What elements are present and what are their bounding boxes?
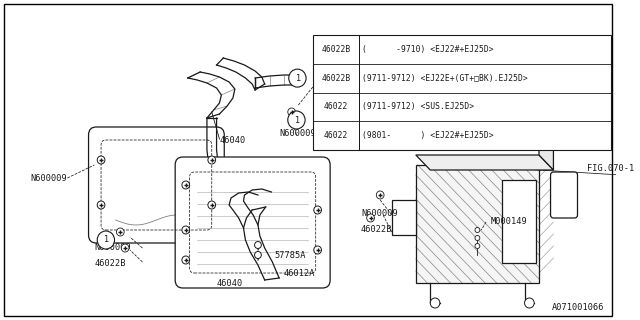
Text: 46022: 46022 <box>324 131 348 140</box>
Text: 46022B: 46022B <box>94 259 126 268</box>
Circle shape <box>367 214 374 222</box>
Circle shape <box>255 252 261 259</box>
Bar <box>416 165 539 283</box>
Bar <box>392 200 416 235</box>
Circle shape <box>376 191 384 199</box>
Text: 1: 1 <box>294 116 299 124</box>
Polygon shape <box>539 37 554 170</box>
Text: N600009: N600009 <box>31 173 68 182</box>
Circle shape <box>97 156 105 164</box>
Text: FIG.070-1: FIG.070-1 <box>587 164 634 172</box>
Circle shape <box>288 108 296 116</box>
Text: (      -9710) <EJ22#+EJ25D>: ( -9710) <EJ22#+EJ25D> <box>362 45 493 54</box>
Text: 46022B: 46022B <box>321 74 351 83</box>
Bar <box>313 35 611 150</box>
Text: A071001066: A071001066 <box>552 303 604 313</box>
Text: (9801-      ) <EJ22#+EJ25D>: (9801- ) <EJ22#+EJ25D> <box>362 131 493 140</box>
Circle shape <box>475 244 480 249</box>
Bar <box>502 180 536 263</box>
Text: N600009: N600009 <box>279 129 316 138</box>
Text: N600009: N600009 <box>94 244 131 252</box>
Text: 57785A: 57785A <box>275 252 306 260</box>
Circle shape <box>182 256 189 264</box>
Text: 46040: 46040 <box>220 135 246 145</box>
Circle shape <box>208 156 216 164</box>
Text: M000149: M000149 <box>491 218 527 227</box>
Circle shape <box>97 201 105 209</box>
Text: 1: 1 <box>103 236 109 244</box>
Circle shape <box>182 226 189 234</box>
Circle shape <box>208 201 216 209</box>
Circle shape <box>475 236 480 241</box>
Polygon shape <box>416 155 554 170</box>
Circle shape <box>97 231 115 249</box>
Circle shape <box>289 69 306 87</box>
Text: 46022B: 46022B <box>321 45 351 54</box>
Circle shape <box>116 228 124 236</box>
Text: (9711-9712) <SUS.EJ25D>: (9711-9712) <SUS.EJ25D> <box>362 102 474 111</box>
Circle shape <box>288 111 305 129</box>
Text: 46012A: 46012A <box>284 268 316 277</box>
Circle shape <box>121 244 129 252</box>
Text: 46022: 46022 <box>324 102 348 111</box>
Circle shape <box>475 228 480 233</box>
Circle shape <box>182 181 189 189</box>
Text: 46040: 46040 <box>216 278 243 287</box>
Circle shape <box>314 246 321 254</box>
Text: N600009: N600009 <box>361 209 397 218</box>
Text: (9711-9712) <EJ22E+(GT+□BK).EJ25D>: (9711-9712) <EJ22E+(GT+□BK).EJ25D> <box>362 74 527 83</box>
Circle shape <box>255 242 261 249</box>
FancyBboxPatch shape <box>175 157 330 288</box>
Circle shape <box>525 298 534 308</box>
Circle shape <box>314 206 321 214</box>
FancyBboxPatch shape <box>550 172 577 218</box>
Text: 46022B: 46022B <box>361 226 392 235</box>
FancyBboxPatch shape <box>88 127 224 243</box>
Circle shape <box>430 298 440 308</box>
Text: 1: 1 <box>295 74 300 83</box>
